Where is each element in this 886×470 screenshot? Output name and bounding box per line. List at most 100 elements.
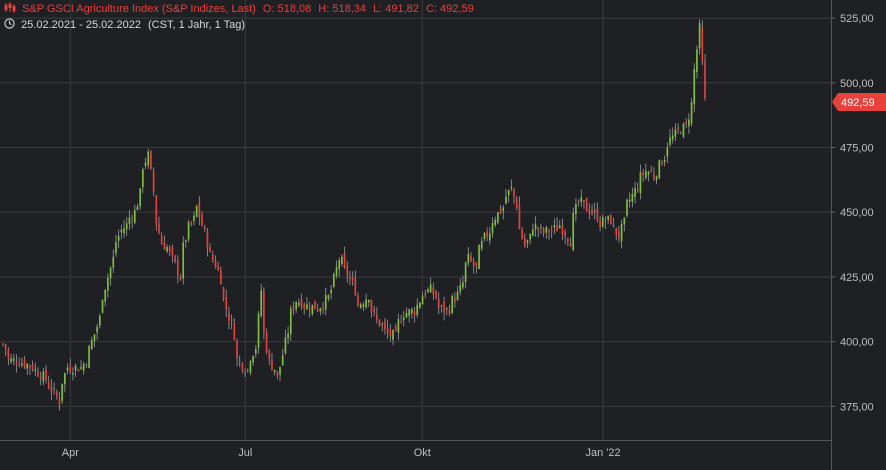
candle-down (384, 320, 386, 330)
candle-up (273, 369, 276, 372)
y-tick-label: 475,00 (840, 143, 874, 155)
candle-up (61, 383, 64, 401)
candle-down (176, 260, 179, 276)
candle-down (596, 208, 599, 221)
candle-up (440, 305, 443, 307)
candle-up (674, 129, 677, 137)
candle-down (214, 260, 217, 267)
candle-down (209, 247, 211, 253)
candle-up (367, 300, 370, 303)
candle-up (631, 193, 634, 202)
candle-down (346, 265, 349, 277)
candle-up (107, 277, 109, 291)
candle-down (220, 270, 222, 285)
candle-down (343, 252, 346, 268)
candle-down (271, 359, 273, 371)
candle-up (26, 364, 29, 369)
candle-up (295, 302, 298, 310)
candle-up (451, 296, 454, 313)
candle-down (211, 254, 214, 261)
candle-down (179, 276, 182, 280)
candle-up (456, 291, 459, 301)
candle-down (499, 208, 502, 213)
chart-title-line: S&P GSCI Agriculture Index (S&P Indizes,… (4, 2, 478, 15)
candle-down (171, 247, 174, 255)
candle-down (217, 265, 220, 271)
candle-down (222, 287, 225, 299)
candle-down (15, 361, 18, 365)
candle-down (472, 261, 475, 266)
candle-down (561, 225, 564, 235)
candle-down (31, 364, 34, 370)
candle-down (642, 171, 644, 176)
y-tick-label: 400,00 (840, 337, 874, 349)
close-value: C: 492,59 (425, 3, 474, 15)
candle-up (136, 206, 139, 211)
candle-up (88, 346, 90, 369)
candle-down (566, 238, 569, 242)
candle-down (521, 228, 523, 239)
candle-up (195, 205, 198, 217)
candle-down (351, 276, 354, 281)
candle-down (23, 359, 26, 368)
candle-up (166, 247, 168, 252)
candle-up (324, 295, 327, 310)
candle-down (303, 304, 306, 309)
candle-up (510, 186, 513, 189)
candle-down (265, 332, 268, 353)
candle-down (513, 188, 515, 197)
candle-up (117, 236, 120, 241)
candle-up (98, 315, 101, 326)
candle-down (378, 319, 381, 327)
candle-up (655, 176, 658, 180)
candle-up (397, 319, 400, 333)
x-tick-label: Okt (414, 447, 431, 459)
candle-up (497, 212, 499, 223)
clock-icon (4, 18, 15, 29)
candle-up (682, 123, 685, 137)
candle-down (349, 277, 351, 279)
candle-up (480, 240, 483, 249)
candle-up (284, 337, 287, 354)
candle-up (419, 302, 421, 308)
candle-up (572, 212, 575, 250)
candlestick-icon (4, 2, 16, 13)
candle-up (445, 308, 448, 310)
candle-up (112, 256, 115, 268)
candle-up (639, 172, 642, 193)
candle-down (677, 127, 679, 130)
x-tick-label: Apr (62, 447, 79, 459)
candle-up (193, 215, 195, 222)
candle-down (577, 201, 580, 203)
candle-up (534, 224, 537, 230)
candle-up (257, 313, 260, 348)
candle-down (548, 230, 550, 233)
candle-down (203, 226, 206, 230)
candle-up (392, 330, 394, 340)
candle-up (491, 223, 494, 234)
candle-up (505, 196, 507, 204)
candle-down (158, 224, 160, 234)
candle-up (306, 304, 308, 310)
candle-up (545, 226, 548, 233)
candle-up (289, 308, 292, 335)
candle-up (644, 170, 647, 178)
x-tick-label: Jan '22 (585, 447, 620, 459)
candle-up (410, 309, 413, 314)
candle-down (50, 386, 53, 393)
candle-up (249, 361, 252, 373)
candle-up (330, 289, 332, 294)
candle-down (241, 363, 244, 371)
candle-down (85, 365, 88, 367)
candle-down (244, 372, 246, 374)
candle-up (658, 160, 661, 179)
candle-down (160, 235, 163, 245)
candle-down (542, 228, 545, 234)
candle-down (69, 365, 72, 372)
last-price-label: 492,59 (841, 97, 875, 109)
candle-up (698, 23, 701, 49)
candle-down (201, 214, 203, 226)
candle-down (556, 225, 558, 232)
